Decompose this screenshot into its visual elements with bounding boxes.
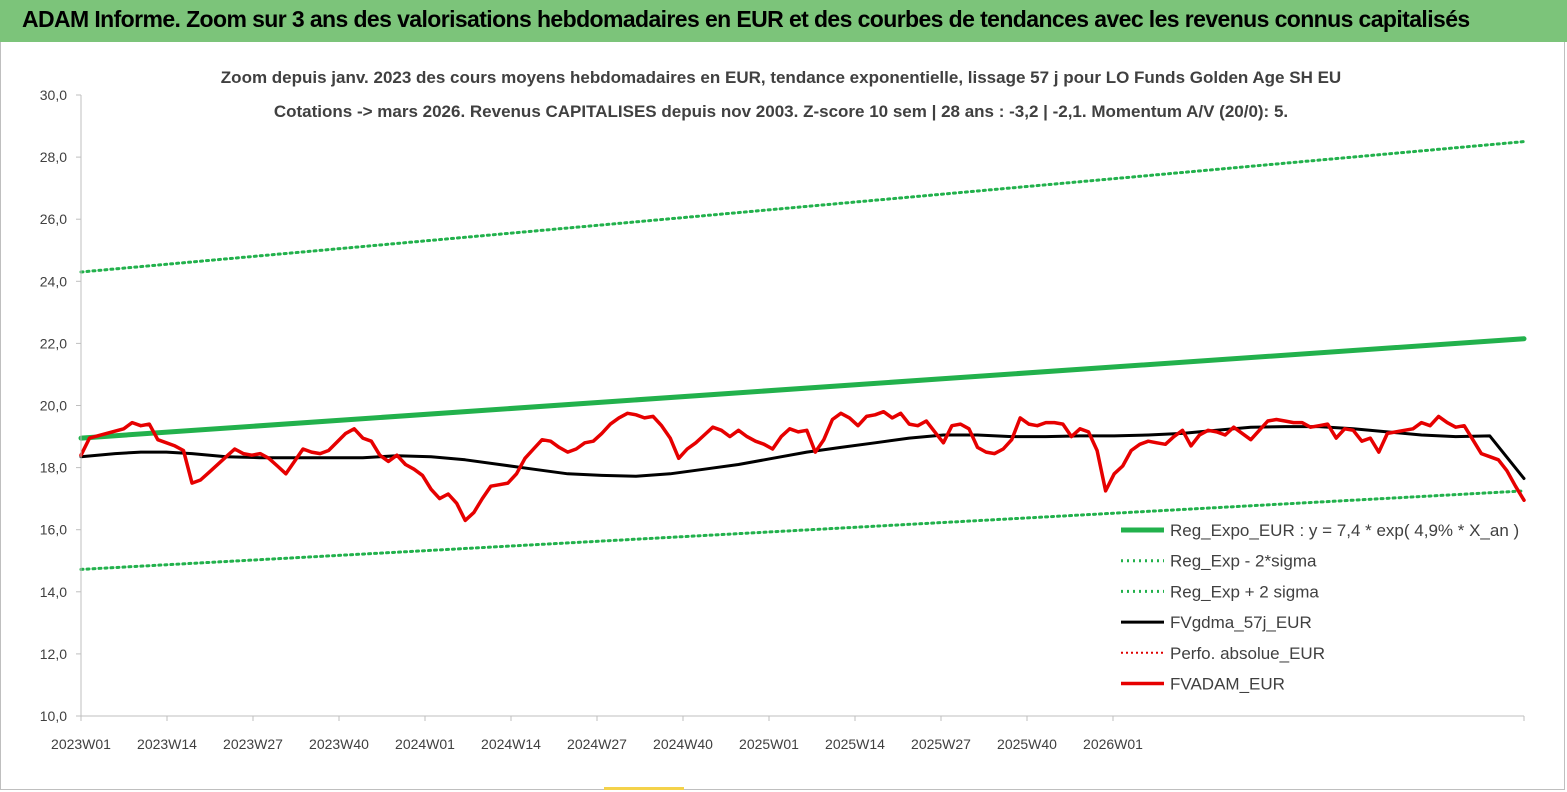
x-tick-label: 2024W27 [567,736,627,752]
y-tick-label: 10,0 [40,708,67,724]
y-tick-label: 26,0 [40,211,67,227]
legend-label: Reg_Exp + 2 sigma [1170,582,1319,601]
y-tick-label: 14,0 [40,584,67,600]
x-tick-label: 2025W27 [911,736,971,752]
chart-title: Zoom depuis janv. 2023 des cours moyens … [221,68,1341,87]
y-tick-label: 16,0 [40,522,67,538]
y-tick-label: 12,0 [40,646,67,662]
x-tick-label: 2025W14 [825,736,885,752]
legend-label: FVgdma_57j_EUR [1170,613,1312,632]
series-line [78,336,1527,441]
legend: Reg_Expo_EUR : y = 7,4 * exp( 4,9% * X_a… [1121,521,1519,694]
x-tick-label: 2024W40 [653,736,713,752]
x-tick-label: 2025W01 [739,736,799,752]
header-bar: ADAM Informe. Zoom sur 3 ans des valoris… [0,0,1567,42]
chart-subtitle: Cotations -> mars 2026. Revenus CAPITALI… [274,102,1288,121]
y-tick-label: 24,0 [40,273,67,289]
x-tick-label: 2025W40 [997,736,1057,752]
series-line [79,489,1526,571]
x-tick-label: 2024W14 [481,736,541,752]
selection-marker [604,787,684,790]
series-line [79,425,1526,480]
y-tick-label: 18,0 [40,460,67,476]
x-tick-label: 2023W27 [223,736,283,752]
axes: 10,0 12,0 14,0 16,0 18,0 20,0 22,0 24,0 26,0 28,0… [40,87,1525,752]
y-tick-label: 22,0 [40,335,67,351]
x-tick-label: 2026W01 [1083,736,1143,752]
x-tick-label: 2023W14 [137,736,197,752]
x-tick-label: 2023W40 [309,736,369,752]
legend-label: Reg_Exp - 2*sigma [1170,552,1317,571]
plot-area [78,140,1527,571]
chart-frame [0,42,1565,790]
y-tick-label: 28,0 [40,149,67,165]
x-tick-label: 2023W01 [51,736,111,752]
y-tick-label: 30,0 [40,87,67,103]
legend-label: Reg_Expo_EUR : y = 7,4 * exp( 4,9% * X_a… [1170,521,1519,540]
page-title: ADAM Informe. Zoom sur 3 ans des valoris… [22,6,1470,32]
y-tick-label: 20,0 [40,398,67,414]
series-line [79,140,1526,274]
x-tick-label: 2024W01 [395,736,455,752]
series-line [79,409,1526,523]
legend-label: Perfo. absolue_EUR [1170,644,1325,663]
legend-label: FVADAM_EUR [1170,675,1285,694]
